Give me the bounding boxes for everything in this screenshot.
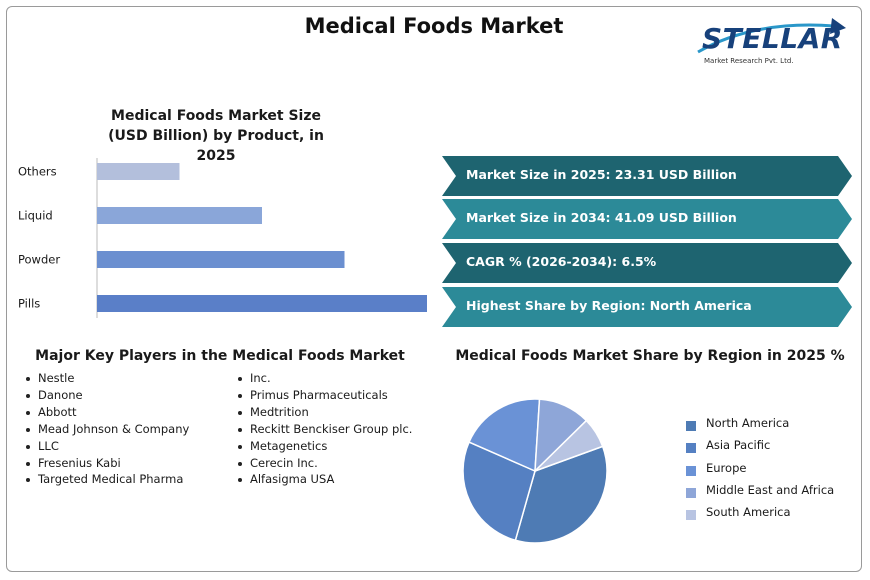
banner-text: Market Size in 2034: 41.09 USD Billion: [466, 210, 737, 225]
page-title: Medical Foods Market: [304, 14, 564, 38]
banner-arrow-shape: [442, 287, 852, 327]
legend-label: North America: [706, 416, 790, 430]
bar-liquid: [97, 207, 262, 224]
logo-wordmark: STELLAR: [702, 22, 843, 55]
banner-text: CAGR % (2026-2034): 6.5%: [466, 254, 657, 269]
pie-slice-asia-pacific: [462, 441, 536, 542]
key-players-list-right: Inc. Primus Pharmaceuticals Medtrition Reck…: [234, 370, 412, 488]
key-player-item: Targeted Medical Pharma: [22, 471, 189, 488]
legend-swatch: [686, 510, 696, 521]
legend-swatch: [686, 487, 696, 498]
logo-swoosh-icon: [697, 18, 846, 54]
legend-label: South America: [706, 505, 791, 520]
banner-arrow-shape: [442, 199, 852, 239]
banner-cagr: CAGR % (2026-2034): 6.5%: [442, 243, 852, 283]
bar-powder: [97, 251, 345, 268]
logo-subtitle: Market Research Pvt. Ltd.: [704, 57, 794, 65]
brand-logo: STELLAR Market Research Pvt. Ltd.: [694, 12, 854, 68]
key-player-item: Medtrition: [234, 404, 412, 421]
page-frame: [6, 6, 862, 572]
key-player-item: Reckitt Benckiser Group plc.: [234, 421, 412, 438]
key-player-item: Fresenius Kabi: [22, 455, 189, 472]
key-player-item: Danone: [22, 387, 189, 404]
legend-swatch: [686, 421, 696, 431]
bar-others: [97, 163, 180, 180]
banner-highest-share: Highest Share by Region: North America: [442, 287, 852, 327]
banner-arrow-shape: [442, 156, 852, 196]
key-player-item: Cerecin Inc.: [234, 455, 412, 472]
legend-label: Middle East and Africa: [706, 482, 835, 497]
bar-category-label: Liquid: [18, 209, 53, 223]
legend-swatch: [686, 465, 696, 476]
key-player-item: Metagenetics: [234, 438, 412, 455]
legend-label: Asia Pacific: [706, 438, 771, 453]
key-player-item: Nestle: [22, 370, 189, 387]
banner-market-size-2025: Market Size in 2025: 23.31 USD Billion: [442, 156, 852, 196]
pie-chart-title: Medical Foods Market Share by Region in …: [455, 348, 845, 364]
key-player-item: Abbott: [22, 404, 189, 421]
banner-text: Highest Share by Region: North America: [466, 298, 752, 313]
key-player-item: Primus Pharmaceuticals: [234, 387, 412, 404]
key-player-item: Mead Johnson & Company: [22, 421, 189, 438]
key-players-list-left: Nestle Danone Abbott Mead Johnson & Company…: [22, 370, 189, 488]
bar-pills: [97, 295, 427, 312]
key-player-item: Alfasigma USA: [234, 471, 412, 488]
pie-slice-europe: [468, 398, 541, 473]
legend-swatch: [686, 443, 696, 454]
bar-chart: Others Liquid Powder Pills: [18, 158, 427, 318]
legend-label: Europe: [706, 460, 747, 475]
bar-category-label: Others: [18, 165, 57, 179]
pie-chart: [462, 398, 608, 544]
bar-chart-title: Medical Foods Market Size (USD Billion) …: [108, 108, 324, 164]
key-player-item: LLC: [22, 438, 189, 455]
banner-market-size-2034: Market Size in 2034: 41.09 USD Billion: [442, 199, 852, 239]
bar-category-label: Pills: [18, 297, 40, 311]
banner-text: Market Size in 2025: 23.31 USD Billion: [466, 167, 737, 182]
key-player-item: Inc.: [234, 370, 412, 387]
bar-category-label: Powder: [18, 253, 60, 267]
banner-arrow-shape: [442, 243, 852, 283]
key-players-title: Major Key Players in the Medical Foods M…: [35, 348, 405, 364]
pie-slice-south-america: [534, 419, 604, 472]
